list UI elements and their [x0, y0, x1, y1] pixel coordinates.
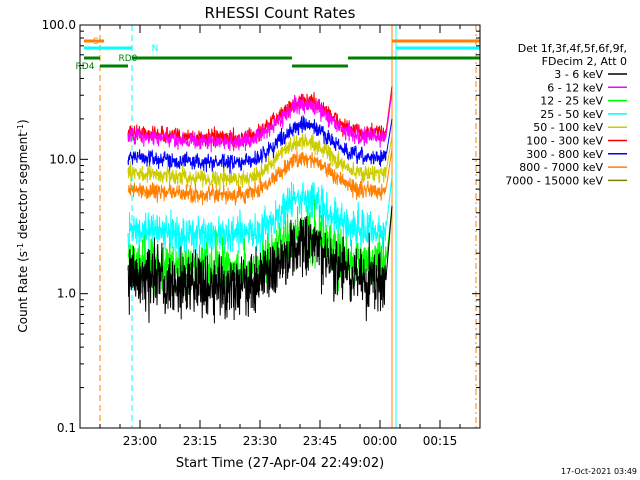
series-line: [127, 133, 393, 190]
y-tick-label: 10.0: [49, 152, 76, 166]
legend-label: 100 - 300 keV: [526, 135, 603, 148]
series-line: [127, 205, 393, 324]
legend-label: 7000 - 15000 keV: [505, 174, 603, 187]
y-axis: 0.1 1.0 10.0 100.0: [42, 18, 480, 435]
legend-label: 3 - 6 keV: [554, 68, 603, 81]
series-line: [127, 115, 393, 175]
legend-label: 12 - 25 keV: [540, 95, 603, 108]
y-tick-label: 100.0: [42, 18, 76, 32]
y-tick-label: 0.1: [57, 421, 76, 435]
series-line: [127, 176, 393, 259]
x-tick-label: 23:15: [183, 434, 218, 448]
x-tick-label: 00:15: [423, 434, 458, 448]
flag-label-rd0: RD0: [119, 54, 138, 64]
x-axis: 23:00 23:15 23:30 23:45 00:00 00:15: [99, 25, 461, 448]
legend-label: 6 - 12 keV: [547, 81, 603, 94]
x-tick-label: 00:00: [363, 434, 398, 448]
y-tick-label: 1.0: [57, 287, 76, 301]
series-line: [127, 148, 393, 206]
x-tick-label: 23:00: [123, 434, 158, 448]
legend-label: 800 - 7000 keV: [519, 161, 603, 174]
flag-label-n: N: [152, 44, 159, 54]
legend-label: 300 - 800 keV: [526, 148, 603, 161]
footer-date: 17-Oct-2021 03:49: [561, 467, 637, 476]
plot-area: S N RD0 RD4: [76, 25, 480, 428]
legend-header-line-2: FDecim 2, Att 0: [542, 55, 627, 68]
x-axis-label: Start Time (27-Apr-04 22:49:02): [176, 456, 384, 471]
flag-label-rd4: RD4: [76, 62, 95, 72]
series-line: [127, 91, 393, 153]
chart-title: RHESSI Count Rates: [205, 4, 356, 22]
y-axis-label: Count Rate (s-1 detector segment-1): [16, 119, 31, 332]
legend-label: 25 - 50 keV: [540, 108, 603, 121]
x-tick-label: 23:45: [303, 434, 338, 448]
flag-label-s: S: [93, 37, 99, 47]
legend-header-line-1: Det 1f,3f,4f,5f,6f,9f,: [518, 42, 627, 55]
x-tick-label: 23:30: [243, 434, 278, 448]
legend-label: 50 - 100 keV: [533, 121, 603, 134]
